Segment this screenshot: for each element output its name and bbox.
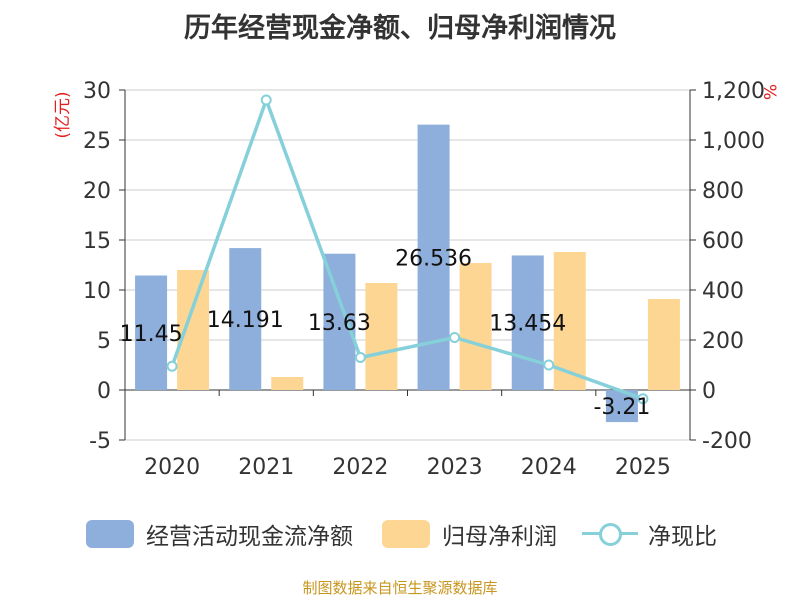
legend-label-ratio: 净现比: [648, 524, 717, 550]
y-right-tick-label: 1,000: [702, 129, 765, 154]
ratio-point: [166, 360, 178, 372]
legend-label-net-profit: 归母净利润: [442, 524, 557, 550]
source-note: 制图数据来自恒生聚源数据库: [302, 579, 498, 597]
chart-title: 历年经营现金净额、归母净利润情况: [184, 13, 616, 44]
x-tick-label: 2020: [144, 455, 200, 480]
y-left-tick-label: -5: [89, 429, 111, 454]
bar-net-profit: [365, 283, 398, 390]
y-left-tick-label: 30: [83, 79, 111, 104]
x-tick-label: 2025: [615, 455, 671, 480]
x-tick-label: 2022: [332, 455, 388, 480]
y-right-tick-label: -200: [702, 429, 752, 454]
y-left-tick-label: 20: [83, 179, 111, 204]
legend-line-icon: [582, 520, 638, 548]
y-right-tick-label: 0: [702, 379, 716, 404]
bar-net-profit: [177, 270, 210, 390]
chart: -5051015202530-20002004006008001,0001,20…: [53, 79, 779, 480]
x-tick-label: 2023: [427, 455, 483, 480]
bar-net-profit: [647, 299, 680, 390]
ratio-line: [170, 98, 644, 401]
ratio-point: [637, 393, 649, 405]
y-right-tick-label: 400: [702, 279, 744, 304]
y-left-tick-label: 15: [83, 229, 111, 254]
y-left-tick-label: 10: [83, 279, 111, 304]
y-right-tick-label: 1,200: [702, 79, 765, 104]
x-tick-label: 2021: [238, 455, 294, 480]
legend-swatch-cashflow: [86, 520, 134, 548]
y-right-tick-label: 200: [702, 329, 744, 354]
data-label-cashflow: 14.191: [207, 308, 284, 333]
y-right-axis-label: %: [759, 84, 779, 100]
bar-cashflow: [511, 255, 544, 390]
bar-cashflow: [323, 253, 356, 390]
data-label-cashflow: -3.21: [593, 395, 650, 420]
ratio-point: [449, 332, 461, 343]
x-tick-label: 2024: [521, 455, 577, 480]
legend-item-ratio[interactable]: 净现比: [582, 516, 717, 552]
y-left-tick-label: 5: [97, 329, 111, 354]
y-left-tick-label: 25: [83, 129, 111, 154]
legend-item-cashflow[interactable]: 经营活动现金流净额: [86, 516, 353, 552]
data-label-cashflow: 26.536: [395, 246, 472, 271]
ratio-point: [354, 352, 366, 363]
legend: 经营活动现金流净额 归母净利润 净现比: [0, 516, 800, 552]
legend-swatch-net-profit: [382, 520, 430, 548]
bar-cashflow: [229, 248, 262, 390]
bar-cashflow: [135, 275, 168, 390]
bar-net-profit: [271, 377, 304, 390]
ratio-point: [543, 359, 555, 371]
bar-net-profit: [459, 263, 492, 390]
y-right-tick-label: 800: [702, 179, 744, 204]
y-left-axis-label: (亿元): [53, 91, 73, 138]
data-label-cashflow: 13.63: [308, 311, 371, 336]
data-label-cashflow: 13.454: [489, 312, 566, 337]
y-left-tick-label: 0: [97, 379, 111, 404]
legend-label-cashflow: 经营活动现金流净额: [146, 524, 353, 550]
y-right-tick-label: 600: [702, 229, 744, 254]
data-label-cashflow: 11.45: [120, 322, 183, 347]
ratio-point: [260, 94, 272, 106]
legend-item-net-profit[interactable]: 归母净利润: [382, 516, 557, 552]
